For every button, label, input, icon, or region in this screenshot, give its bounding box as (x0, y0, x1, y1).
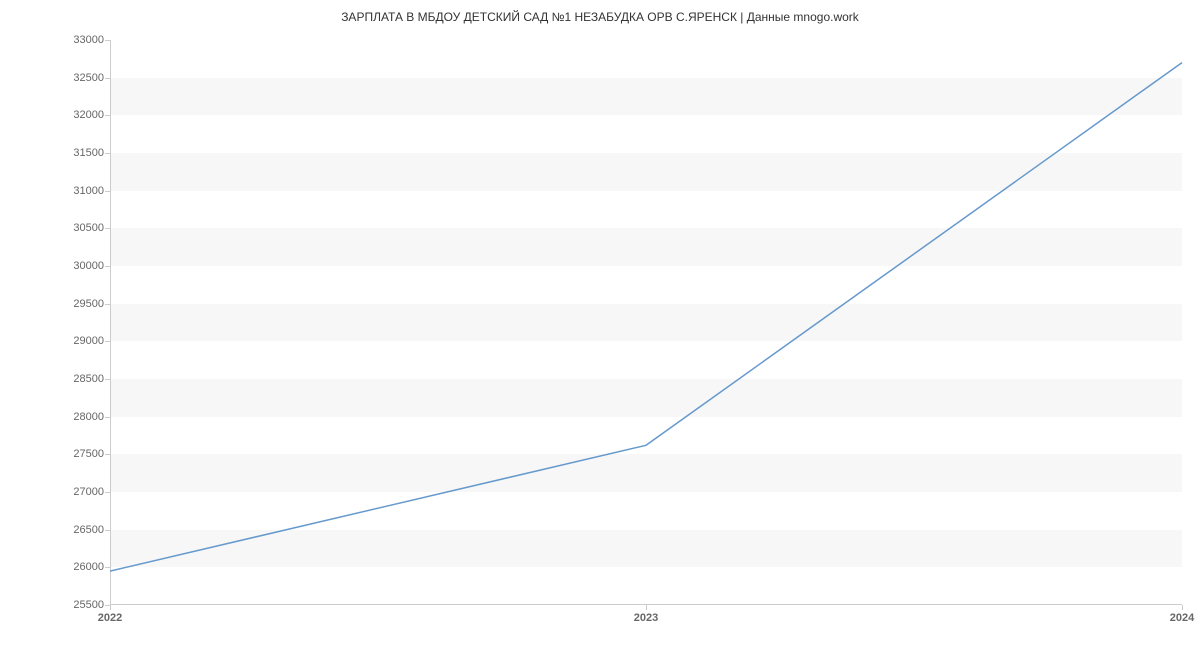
chart-title: ЗАРПЛАТА В МБДОУ ДЕТСКИЙ САД №1 НЕЗАБУДК… (0, 0, 1200, 24)
y-tick-mark (105, 40, 110, 41)
y-tick-label: 30000 (44, 260, 104, 272)
y-tick-label: 25500 (44, 599, 104, 611)
x-tick-mark (110, 605, 111, 610)
y-tick-label: 31500 (44, 147, 104, 159)
y-tick-mark (105, 341, 110, 342)
y-tick-mark (105, 379, 110, 380)
y-tick-mark (105, 228, 110, 229)
y-tick-label: 28000 (44, 411, 104, 423)
x-tick-label: 2023 (634, 612, 658, 624)
plot-area (110, 40, 1182, 605)
y-tick-mark (105, 304, 110, 305)
y-tick-mark (105, 78, 110, 79)
y-tick-label: 29000 (44, 335, 104, 347)
y-tick-mark (105, 115, 110, 116)
x-tick-label: 2024 (1170, 612, 1194, 624)
x-tick-mark (1182, 605, 1183, 610)
y-tick-label: 32500 (44, 72, 104, 84)
y-tick-label: 27500 (44, 448, 104, 460)
x-tick-label: 2022 (98, 612, 122, 624)
line-series-svg (110, 40, 1182, 605)
y-tick-mark (105, 454, 110, 455)
y-tick-label: 29500 (44, 298, 104, 310)
y-tick-mark (105, 417, 110, 418)
y-tick-mark (105, 153, 110, 154)
line-series (110, 63, 1182, 571)
y-tick-label: 32000 (44, 109, 104, 121)
y-tick-label: 26000 (44, 561, 104, 573)
x-tick-mark (646, 605, 647, 610)
y-tick-label: 30500 (44, 222, 104, 234)
y-tick-mark (105, 191, 110, 192)
y-tick-mark (105, 266, 110, 267)
y-tick-label: 27000 (44, 486, 104, 498)
y-tick-label: 31000 (44, 185, 104, 197)
y-tick-label: 26500 (44, 524, 104, 536)
y-tick-mark (105, 492, 110, 493)
y-tick-mark (105, 530, 110, 531)
y-tick-label: 28500 (44, 373, 104, 385)
y-tick-mark (105, 567, 110, 568)
y-tick-label: 33000 (44, 34, 104, 46)
